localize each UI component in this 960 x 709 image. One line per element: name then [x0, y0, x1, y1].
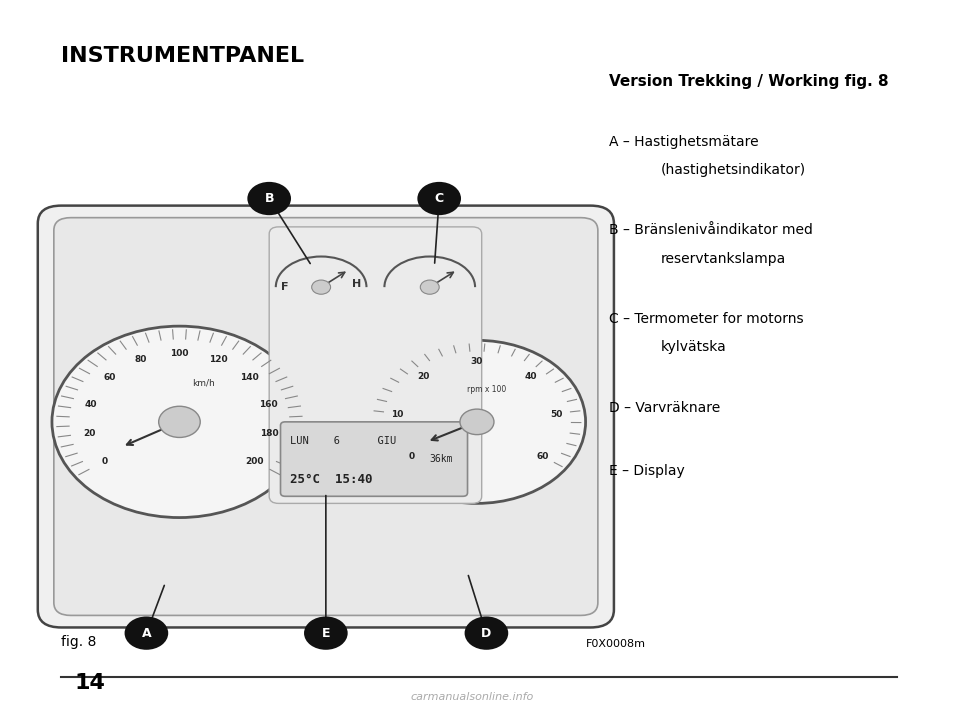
Circle shape — [158, 406, 201, 437]
Text: E – Display: E – Display — [610, 464, 684, 479]
Circle shape — [466, 618, 507, 649]
Text: D: D — [481, 627, 492, 640]
FancyBboxPatch shape — [37, 206, 614, 627]
Text: 40: 40 — [84, 400, 97, 408]
Text: D – Varvräknare: D – Varvräknare — [610, 401, 720, 415]
Circle shape — [420, 280, 439, 294]
Text: km/h: km/h — [192, 379, 214, 387]
Text: 30: 30 — [470, 357, 483, 366]
Circle shape — [369, 340, 586, 503]
Text: C: C — [435, 192, 444, 205]
Text: 80: 80 — [134, 355, 147, 364]
Text: 36km: 36km — [430, 454, 453, 464]
Text: 140: 140 — [240, 373, 259, 382]
Text: Version Trekking / Working fig. 8: Version Trekking / Working fig. 8 — [610, 74, 889, 89]
Text: 200: 200 — [245, 457, 264, 466]
Circle shape — [249, 183, 290, 214]
Text: 60: 60 — [537, 452, 549, 461]
Text: B – Bränslenivåindikator med: B – Bränslenivåindikator med — [610, 223, 813, 238]
Text: C – Termometer for motorns: C – Termometer for motorns — [610, 312, 804, 326]
Text: 120: 120 — [209, 355, 228, 364]
Circle shape — [419, 183, 460, 214]
Text: 10: 10 — [391, 411, 403, 419]
Text: 60: 60 — [103, 373, 115, 382]
Text: carmanualsonline.info: carmanualsonline.info — [411, 692, 534, 702]
Text: rpm x 100: rpm x 100 — [467, 386, 506, 394]
Text: 40: 40 — [524, 372, 537, 381]
Circle shape — [126, 618, 167, 649]
Text: reservtankslampa: reservtankslampa — [661, 252, 786, 266]
Text: 14: 14 — [74, 674, 106, 693]
Text: LUN    6      GIU: LUN 6 GIU — [290, 436, 396, 446]
Circle shape — [460, 409, 494, 435]
Text: (hastighetsindikator): (hastighetsindikator) — [661, 163, 806, 177]
FancyBboxPatch shape — [280, 422, 468, 496]
FancyBboxPatch shape — [269, 227, 482, 503]
Text: 100: 100 — [170, 349, 189, 357]
Text: 180: 180 — [260, 429, 279, 438]
Text: fig. 8: fig. 8 — [61, 635, 97, 649]
Text: A: A — [141, 627, 152, 640]
Text: F0X0008m: F0X0008m — [586, 639, 645, 649]
Text: 20: 20 — [418, 372, 430, 381]
Text: 0: 0 — [102, 457, 108, 466]
Text: INSTRUMENTPANEL: INSTRUMENTPANEL — [61, 46, 304, 66]
Text: E: E — [322, 627, 330, 640]
Text: 20: 20 — [84, 429, 95, 438]
Circle shape — [305, 618, 347, 649]
Circle shape — [312, 280, 330, 294]
Text: A – Hastighetsmätare: A – Hastighetsmätare — [610, 135, 758, 149]
Text: kylvätska: kylvätska — [661, 340, 727, 354]
Text: 50: 50 — [550, 411, 563, 419]
Text: B: B — [264, 192, 274, 205]
Circle shape — [52, 326, 307, 518]
Text: H: H — [352, 279, 362, 289]
Text: F: F — [281, 282, 289, 292]
Text: 25°C  15:40: 25°C 15:40 — [290, 473, 372, 486]
Text: 0: 0 — [408, 452, 415, 461]
FancyBboxPatch shape — [54, 218, 598, 615]
Text: 160: 160 — [258, 400, 277, 408]
